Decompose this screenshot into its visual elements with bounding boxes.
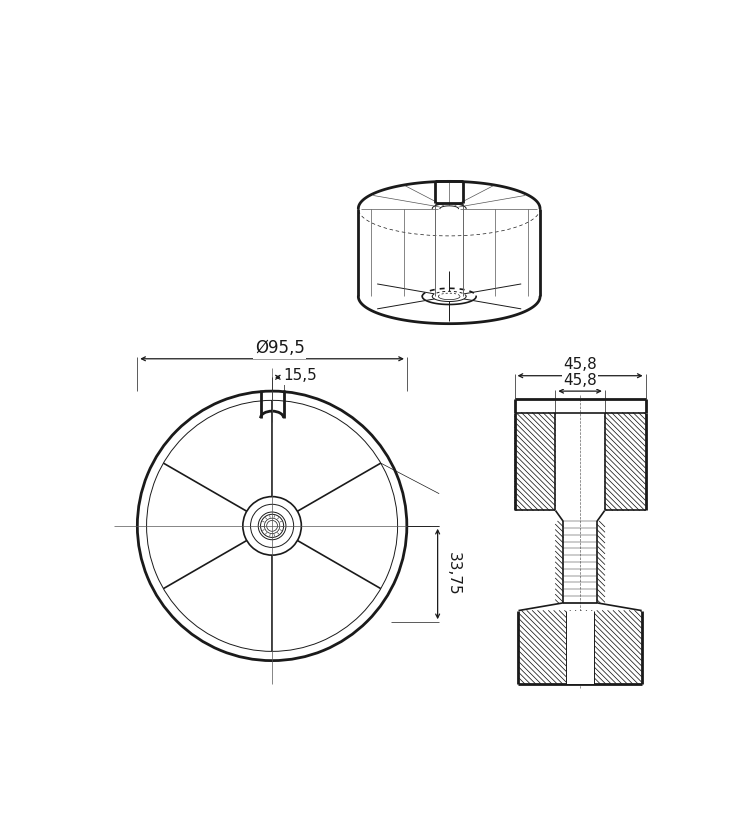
Text: 45,8: 45,8: [563, 357, 597, 373]
Bar: [597, 511, 645, 603]
Bar: [566, 611, 594, 684]
Bar: [515, 511, 563, 603]
Text: Ø95,5: Ø95,5: [255, 339, 305, 357]
Bar: [605, 413, 645, 511]
Bar: [515, 413, 556, 511]
Bar: [519, 611, 641, 684]
Text: 33,75: 33,75: [446, 553, 460, 596]
Text: 45,8: 45,8: [563, 373, 597, 388]
Text: 15,5: 15,5: [284, 369, 317, 383]
